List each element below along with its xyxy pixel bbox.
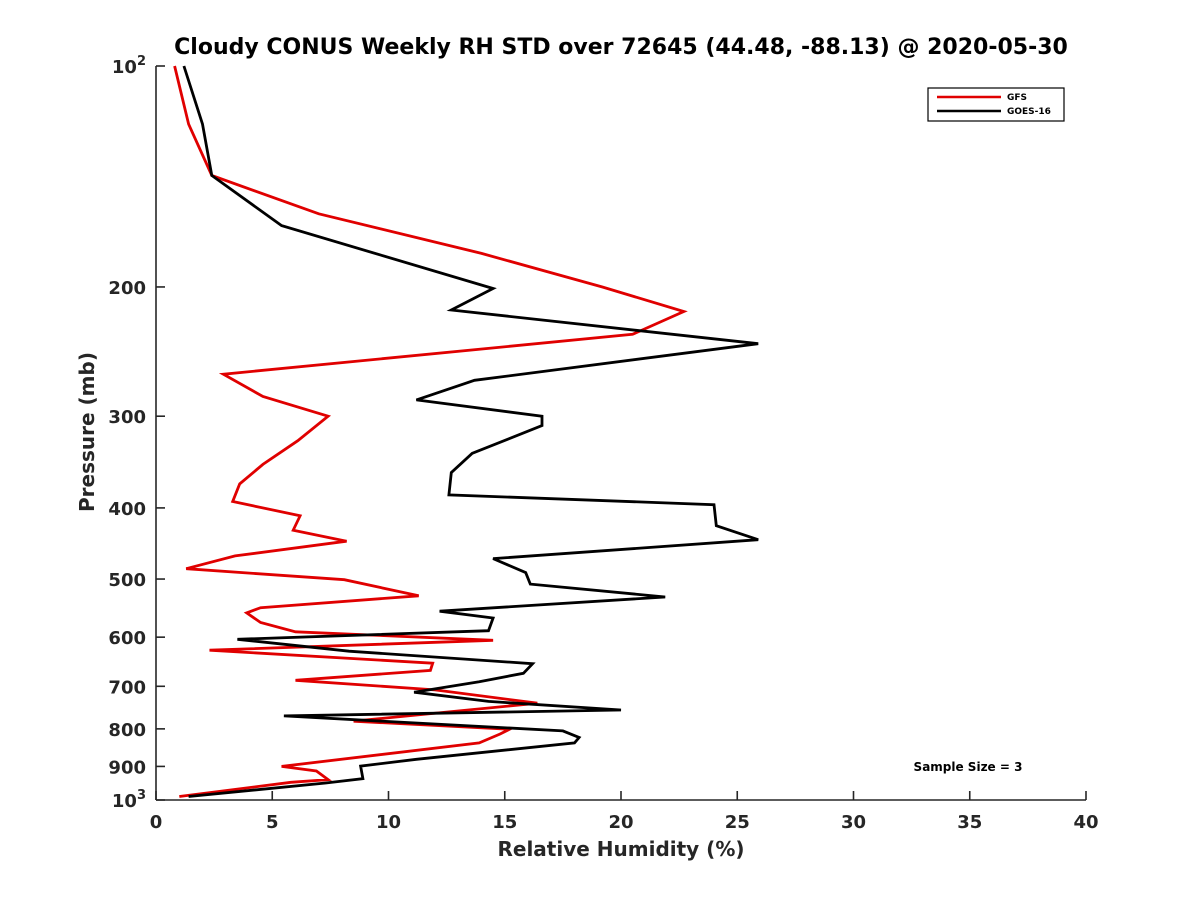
y-tick-label: 400 <box>108 499 146 520</box>
y-tick-label: 700 <box>108 677 146 698</box>
series-layer <box>173 65 759 798</box>
y-tick-label: 900 <box>108 757 146 778</box>
y-tick-label: 600 <box>108 628 146 649</box>
y-tick-label: 800 <box>108 720 146 741</box>
y-axis-label: Pressure (mb) <box>75 352 99 512</box>
y-tick-label: 103 <box>112 788 146 812</box>
x-tick-label: 25 <box>725 812 750 833</box>
legend-box <box>927 87 1065 122</box>
y-tick-label: 102 <box>112 54 146 78</box>
legend-label-goes16: GOES-16 <box>1007 107 1051 117</box>
x-tick-label: 5 <box>266 812 279 833</box>
x-tick-label: 40 <box>1073 812 1098 833</box>
y-tick-label: 500 <box>108 570 146 591</box>
x-tick-label: 35 <box>957 812 982 833</box>
x-tick-label: 0 <box>150 812 163 833</box>
axes-layer: 0 5 10 15 20 25 30 35 40 102 200 300 400 500 600 700 800… <box>108 54 1098 833</box>
x-tick-label: 30 <box>841 812 866 833</box>
x-axis-label: Relative Humidity (%) <box>497 837 744 861</box>
x-tick-label: 20 <box>608 812 633 833</box>
y-tick-label: 200 <box>108 278 146 299</box>
y-tick-label: 300 <box>108 407 146 428</box>
chart-title: Cloudy CONUS Weekly RH STD over 72645 (4… <box>174 35 1068 60</box>
legend-label-gfs: GFS <box>1007 93 1027 103</box>
legend: GFS GOES-16 <box>927 87 1065 122</box>
x-tick-label: 10 <box>376 812 401 833</box>
series-line-goes16 <box>182 65 759 798</box>
sample-size-annotation: Sample Size = 3 <box>914 760 1023 774</box>
x-tick-label: 15 <box>492 812 517 833</box>
